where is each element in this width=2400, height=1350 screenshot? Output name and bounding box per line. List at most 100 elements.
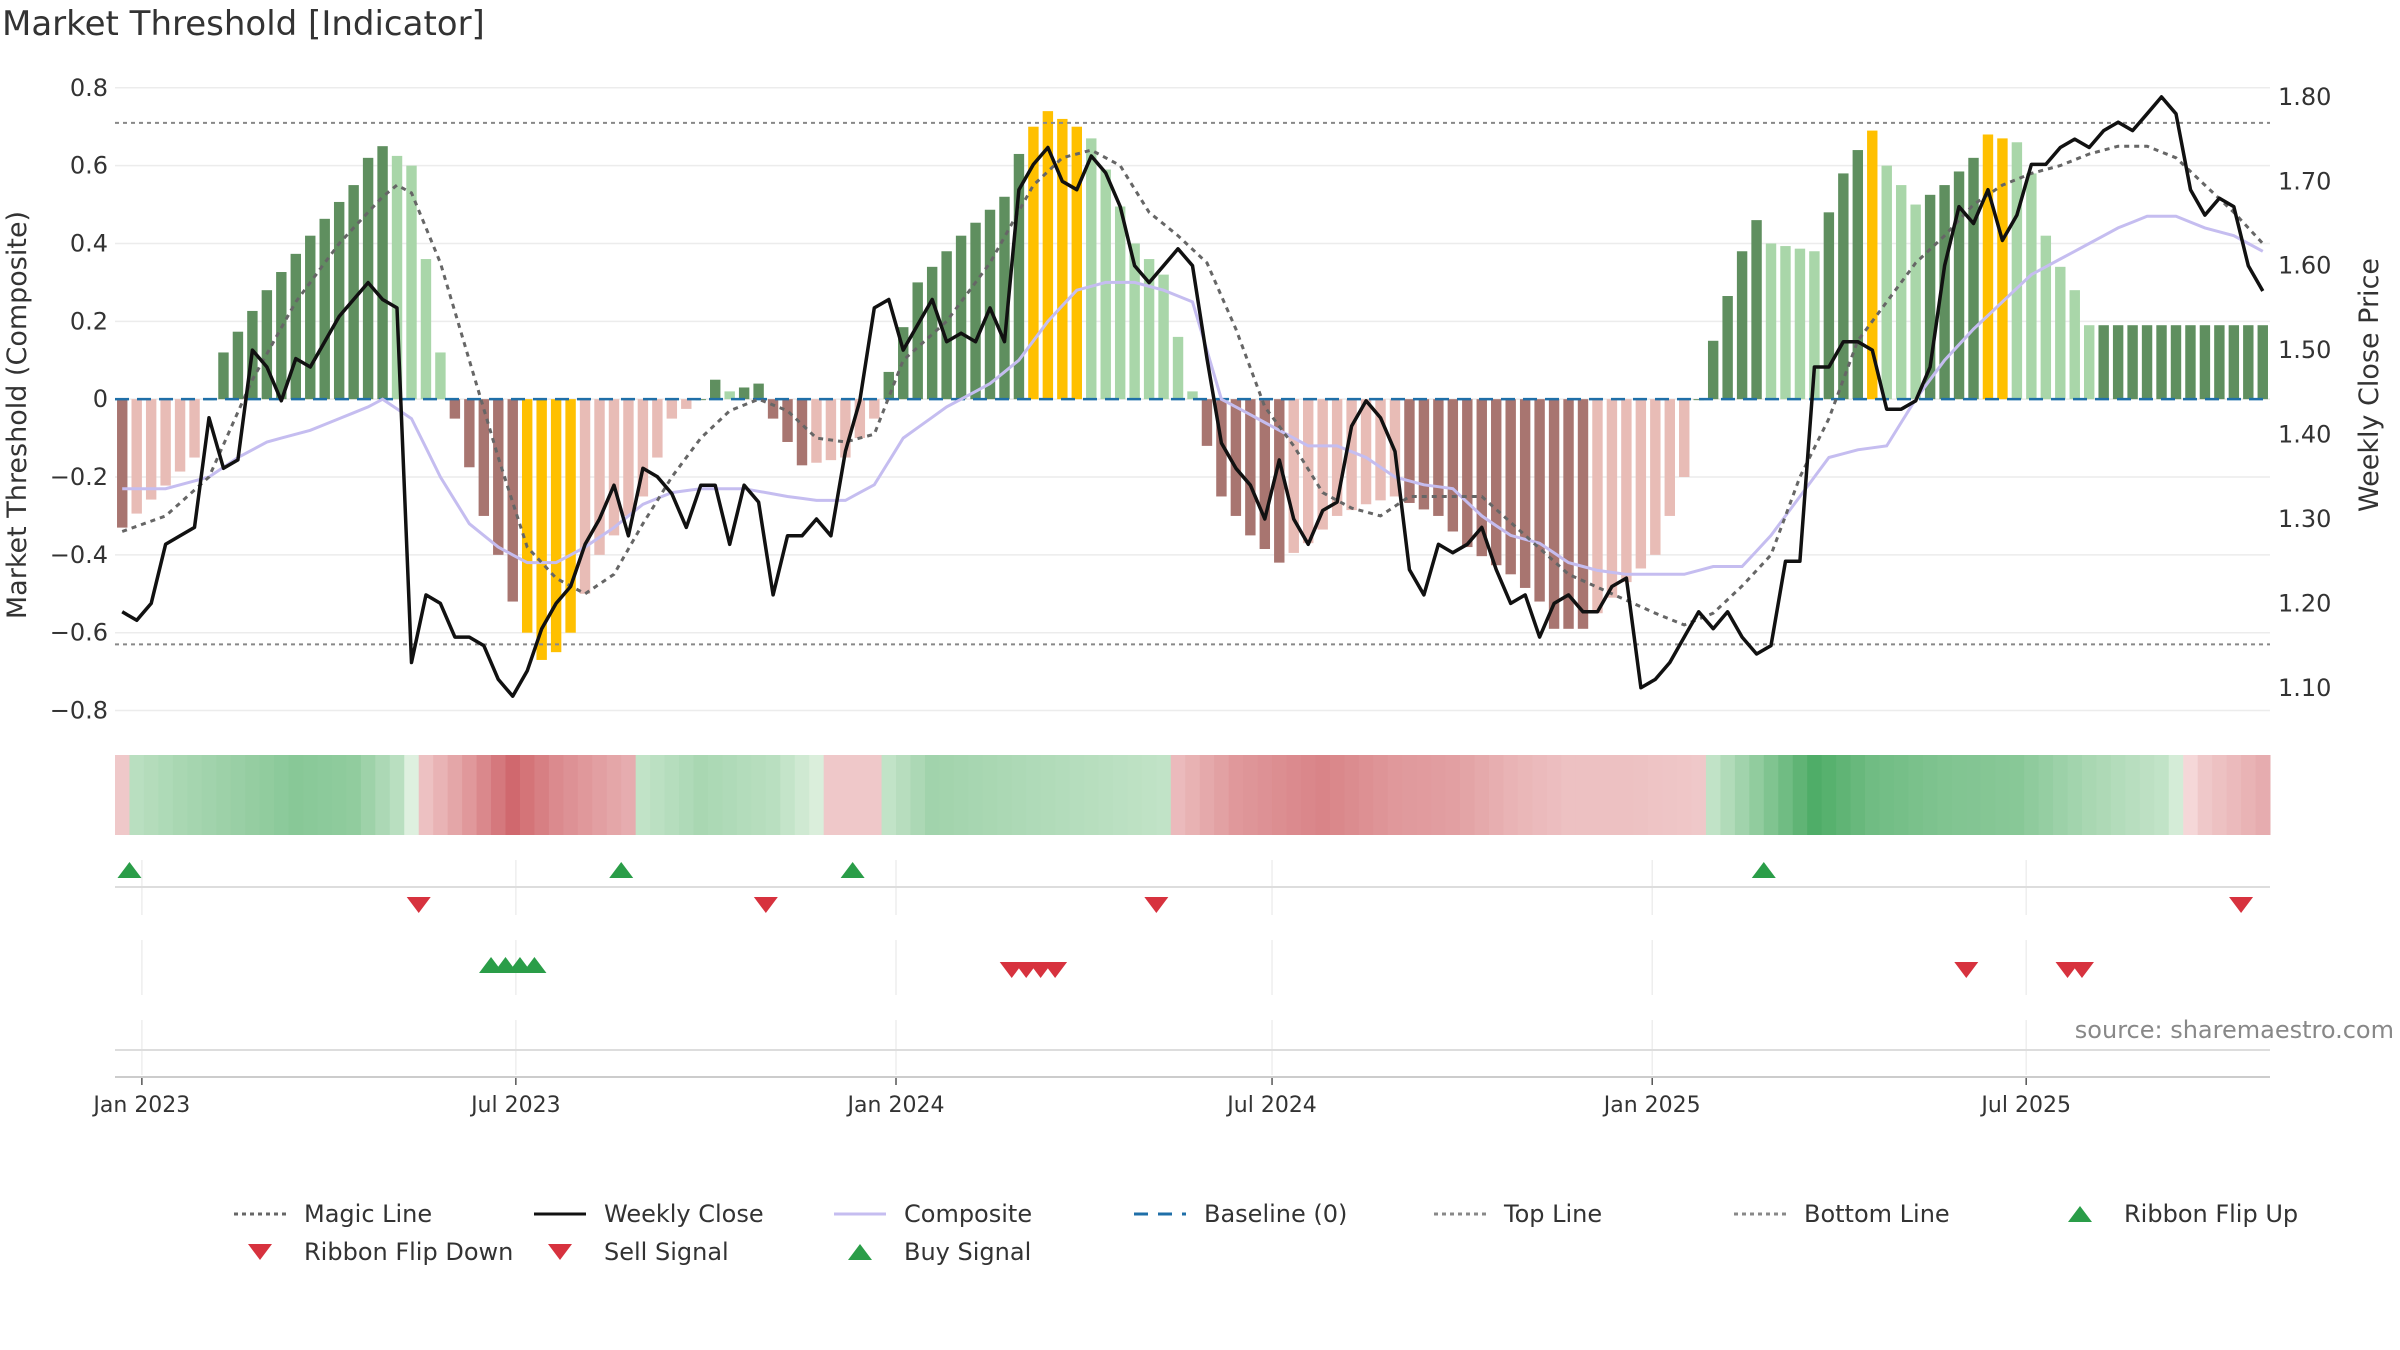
legend-label: Ribbon Flip Up	[2124, 1200, 2299, 1228]
legend-label: Sell Signal	[604, 1238, 729, 1266]
ribbon-cell	[1098, 755, 1114, 835]
composite-bar	[666, 399, 678, 419]
ribbon-cell	[2125, 755, 2141, 835]
ribbon-cell	[245, 755, 261, 835]
sell-signal-marker	[2069, 962, 2094, 978]
ribbon-cell	[736, 755, 752, 835]
composite-line	[122, 214, 2264, 576]
ribbon-cell	[433, 755, 449, 835]
ribbon-cell	[1141, 755, 1157, 835]
composite-bar	[1794, 248, 1806, 400]
ribbon-cell	[1026, 755, 1042, 835]
ribbon-cell	[1170, 755, 1186, 835]
ribbon-cell	[1590, 755, 1606, 835]
composite-bar	[753, 383, 764, 400]
ribbon-cell	[2139, 755, 2155, 835]
composite-bar	[608, 399, 620, 536]
ribbon-cell	[707, 755, 723, 835]
ribbon-cell	[2226, 755, 2242, 835]
composite-bar	[1100, 169, 1111, 400]
composite-bar	[536, 399, 547, 660]
ribbon-cell	[519, 755, 535, 835]
composite-bar	[941, 251, 952, 400]
composite-bar	[2199, 325, 2211, 400]
composite-bar	[1910, 204, 1921, 400]
ribbon-cell	[1460, 755, 1476, 835]
ribbon-cell	[158, 755, 174, 835]
ribbon-cell	[924, 755, 940, 835]
composite-bar	[1924, 194, 1936, 400]
ribbon-cell	[939, 755, 955, 835]
ribbon-cell	[1373, 755, 1389, 835]
ribbon-cell	[751, 755, 767, 835]
ribbon-cell	[2197, 755, 2213, 835]
composite-bar	[1172, 336, 1184, 400]
composite-bar	[1997, 138, 2008, 400]
ribbon-cell	[2212, 755, 2228, 835]
ribbon-cell	[1402, 755, 1418, 835]
ribbon-cell	[852, 755, 868, 835]
ribbon-cell	[1069, 755, 1085, 835]
legend-label: Composite	[904, 1200, 1033, 1228]
ribbon-cell	[1532, 755, 1548, 835]
ribbon-flip-up-marker	[840, 862, 865, 878]
composite-bar	[1881, 165, 1892, 400]
ribbon-cell	[1995, 755, 2011, 835]
composite-bar	[1201, 399, 1213, 446]
composite-bar	[1577, 399, 1589, 629]
legend-label: Top Line	[1504, 1200, 1603, 1228]
ribbon-cell	[360, 755, 376, 835]
y-tick-label-right: 1.80	[2278, 83, 2331, 111]
composite-bar	[2185, 325, 2196, 400]
ribbon-cell	[1503, 755, 1519, 835]
ribbon-cell	[1879, 755, 1895, 835]
ribbon-cell	[1300, 755, 1316, 835]
ribbon-cell	[1575, 755, 1591, 835]
composite-bar	[160, 399, 171, 486]
ribbon-cell	[563, 755, 579, 835]
ribbon-cell	[1214, 755, 1230, 835]
legend-swatch	[1734, 1212, 1786, 1216]
y-tick-label-left: 0	[93, 385, 108, 413]
composite-bar	[1288, 399, 1299, 553]
weekly-close-line	[121, 95, 2265, 698]
composite-bar	[2257, 325, 2268, 400]
legend-swatch	[548, 1244, 572, 1260]
ribbon-cell	[2154, 755, 2170, 835]
composite-bar	[1693, 399, 1704, 401]
composite-bar	[1534, 399, 1545, 602]
sell-signal-marker	[1043, 962, 1068, 978]
composite-bar	[1259, 399, 1271, 550]
legend-swatch	[834, 1212, 886, 1216]
composite-bar	[984, 209, 996, 400]
y-axis-title-left: Market Threshold (Composite)	[2, 211, 33, 619]
composite-bar	[1621, 399, 1632, 583]
composite-bar	[1679, 399, 1690, 478]
y-tick-label-left: −0.8	[50, 697, 108, 725]
y-tick-label-right: 1.30	[2278, 505, 2331, 533]
ribbon-cell	[1517, 755, 1533, 835]
ribbon-cell	[1257, 755, 1273, 835]
ribbon-flip-down-marker	[753, 897, 778, 913]
ribbon-cell	[288, 755, 304, 835]
ribbon-cell	[1344, 755, 1360, 835]
ribbon-cell	[896, 755, 911, 835]
axes: 0.8 0.6 0.4 0.2 0 −0.2 −0.4 −0.6 −0.8 1.80 1.70 1.6…	[2, 74, 2385, 1118]
composite-bar	[1331, 399, 1343, 516]
composite-bar	[1129, 243, 1140, 400]
ribbon-cell	[1358, 755, 1374, 835]
ribbon-cell	[346, 755, 362, 835]
composite-bar	[1433, 399, 1444, 516]
y-tick-label-right: 1.10	[2278, 674, 2331, 702]
ribbon-cell	[1662, 755, 1678, 835]
y-tick-label-right: 1.70	[2278, 167, 2331, 195]
ribbon-cell	[2038, 755, 2054, 835]
composite-bar	[117, 399, 128, 528]
composite-bar	[521, 399, 533, 633]
ribbon-cell	[2110, 755, 2126, 835]
ribbon-cell	[548, 755, 564, 835]
composite-bar	[1418, 399, 1430, 510]
composite-bar	[2170, 325, 2182, 400]
composite-bar	[464, 399, 475, 468]
ribbon-cell	[1850, 755, 1866, 835]
